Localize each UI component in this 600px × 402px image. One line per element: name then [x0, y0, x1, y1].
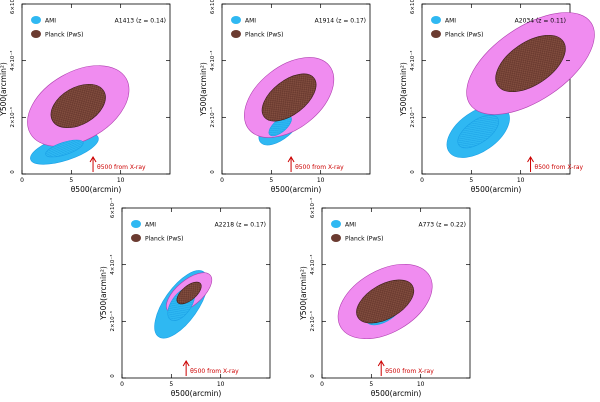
legend-planck-swatch — [331, 234, 341, 242]
xray-annotation: θ500 from X-ray — [385, 368, 434, 375]
cluster-title: A2034 (z = 0.11) — [515, 18, 566, 25]
x-axis-label: θ500(arcmin) — [171, 389, 222, 398]
legend-planck-label: Planck (PwS) — [345, 236, 383, 243]
ami-contour-68 — [45, 139, 84, 158]
xray-arrowhead — [89, 156, 97, 163]
legend-planck-label: Planck (PwS) — [145, 236, 183, 243]
planck-contour-68 — [176, 281, 202, 305]
y-axis-label: Y500(arcmin²) — [299, 266, 308, 321]
y-tick-label: 0 — [210, 170, 216, 174]
x-tick-label: 0 — [420, 177, 424, 184]
planck-contour-68 — [261, 73, 317, 122]
y-tick-label: 4×10⁻³ — [309, 255, 316, 275]
chart-panel: 0 5 10 0 2×10⁻³ 4×10⁻³ 6×10⁻³ θ500(arcmin) Y500(… — [299, 198, 471, 398]
y-tick-label: 0 — [410, 170, 416, 174]
legend-ami-label: AMI — [445, 18, 456, 25]
cluster-title: A1413 (z = 0.14) — [115, 18, 166, 25]
xray-arrowhead — [182, 360, 190, 367]
x-tick-label: 10 — [217, 381, 225, 388]
y-tick-label: 6×10⁻³ — [409, 0, 416, 14]
legend-ami-swatch — [31, 16, 41, 24]
legend-ami-label: AMI — [45, 18, 56, 25]
plot-frame — [121, 207, 271, 379]
plot-frame — [321, 207, 471, 379]
y-tick-label: 2×10⁻³ — [9, 107, 16, 127]
plot-frame — [21, 3, 171, 175]
legend-ami-swatch — [331, 220, 341, 228]
y-tick-label: 6×10⁻³ — [9, 0, 16, 14]
y-tick-label: 4×10⁻³ — [9, 51, 16, 71]
chart-panel: 0 5 10 0 2×10⁻³ 4×10⁻³ 6×10⁻³ θ500(arcmin) Y500(… — [199, 0, 371, 194]
legend-planck-swatch — [231, 30, 241, 38]
legend-planck-swatch — [131, 234, 141, 242]
x-axis-label: θ500(arcmin) — [371, 389, 422, 398]
y-tick-label: 2×10⁻³ — [209, 107, 216, 127]
y-axis-label: Y500(arcmin²) — [99, 266, 108, 321]
legend-ami-swatch — [131, 220, 141, 228]
y-tick-label: 4×10⁻³ — [409, 51, 416, 71]
x-tick-label: 0 — [120, 381, 124, 388]
y-tick-label: 2×10⁻³ — [309, 311, 316, 331]
x-tick-label: 5 — [369, 381, 373, 388]
y-tick-label: 4×10⁻³ — [109, 255, 116, 275]
x-tick-label: 5 — [69, 177, 73, 184]
x-tick-label: 0 — [220, 177, 224, 184]
cluster-title: A2218 (z = 0.17) — [215, 222, 266, 229]
plot-frame — [221, 3, 371, 175]
xray-arrowhead — [287, 156, 295, 163]
legend-planck-swatch — [31, 30, 41, 38]
cluster-title: A773 (z = 0.22) — [419, 222, 467, 229]
planck-contour-68 — [356, 279, 415, 324]
xray-annotation: θ500 from X-ray — [97, 164, 146, 171]
y-tick-label: 6×10⁻³ — [109, 198, 116, 218]
y-tick-label: 6×10⁻³ — [209, 0, 216, 14]
y-tick-label: 0 — [10, 170, 16, 174]
y-tick-label: 0 — [110, 374, 116, 378]
legend-planck-swatch — [431, 30, 441, 38]
y-tick-label: 4×10⁻³ — [209, 51, 216, 71]
y-axis-label: Y500(arcmin²) — [399, 62, 408, 117]
legend-ami-swatch — [231, 16, 241, 24]
x-tick-label: 5 — [169, 381, 173, 388]
legend-planck-label: Planck (PwS) — [245, 32, 283, 39]
chart-panel: 0 5 10 0 2×10⁻³ 4×10⁻³ 6×10⁻³ θ500(arcmin) Y500(… — [0, 0, 171, 194]
xray-arrowhead — [527, 156, 534, 163]
y-tick-label: 2×10⁻³ — [109, 311, 116, 331]
chart-panel: 0 5 10 0 2×10⁻³ 4×10⁻³ 6×10⁻³ θ500(arcmin) Y500(… — [99, 198, 271, 398]
chart-panel: 0 5 10 0 2×10⁻³ 4×10⁻³ 6×10⁻³ θ500(arcmin) Y500(… — [399, 0, 595, 194]
x-tick-label: 5 — [269, 177, 273, 184]
planck-contour-68 — [495, 34, 566, 93]
xray-arrowhead — [377, 360, 385, 367]
planck-contour-68 — [50, 83, 106, 129]
xray-annotation: θ500 from X-ray — [295, 164, 344, 171]
y-tick-label: 2×10⁻³ — [409, 107, 416, 127]
x-axis-label: θ500(arcmin) — [71, 185, 122, 194]
xray-annotation: θ500 from X-ray — [190, 368, 239, 375]
y-axis-label: Y500(arcmin²) — [0, 62, 8, 117]
plot-frame — [421, 3, 571, 175]
x-axis-label: θ500(arcmin) — [271, 185, 322, 194]
x-tick-label: 10 — [117, 177, 125, 184]
x-tick-label: 10 — [517, 177, 525, 184]
y-axis-label: Y500(arcmin²) — [199, 62, 208, 117]
y-tick-label: 0 — [310, 374, 316, 378]
legend-ami-label: AMI — [145, 222, 156, 229]
x-tick-label: 10 — [417, 381, 425, 388]
x-tick-label: 0 — [320, 381, 324, 388]
xray-annotation: θ500 from X-ray — [535, 164, 584, 171]
legend-ami-swatch — [431, 16, 441, 24]
legend-planck-label: Planck (PwS) — [45, 32, 83, 39]
x-axis-label: θ500(arcmin) — [471, 185, 522, 194]
x-tick-label: 5 — [469, 177, 473, 184]
y-tick-label: 6×10⁻³ — [309, 198, 316, 218]
cluster-title: A1914 (z = 0.17) — [315, 18, 366, 25]
legend-ami-label: AMI — [345, 222, 356, 229]
legend-planck-label: Planck (PwS) — [445, 32, 483, 39]
x-tick-label: 0 — [20, 177, 24, 184]
x-tick-label: 10 — [317, 177, 325, 184]
ami-contour-68 — [457, 114, 499, 149]
legend-ami-label: AMI — [245, 18, 256, 25]
